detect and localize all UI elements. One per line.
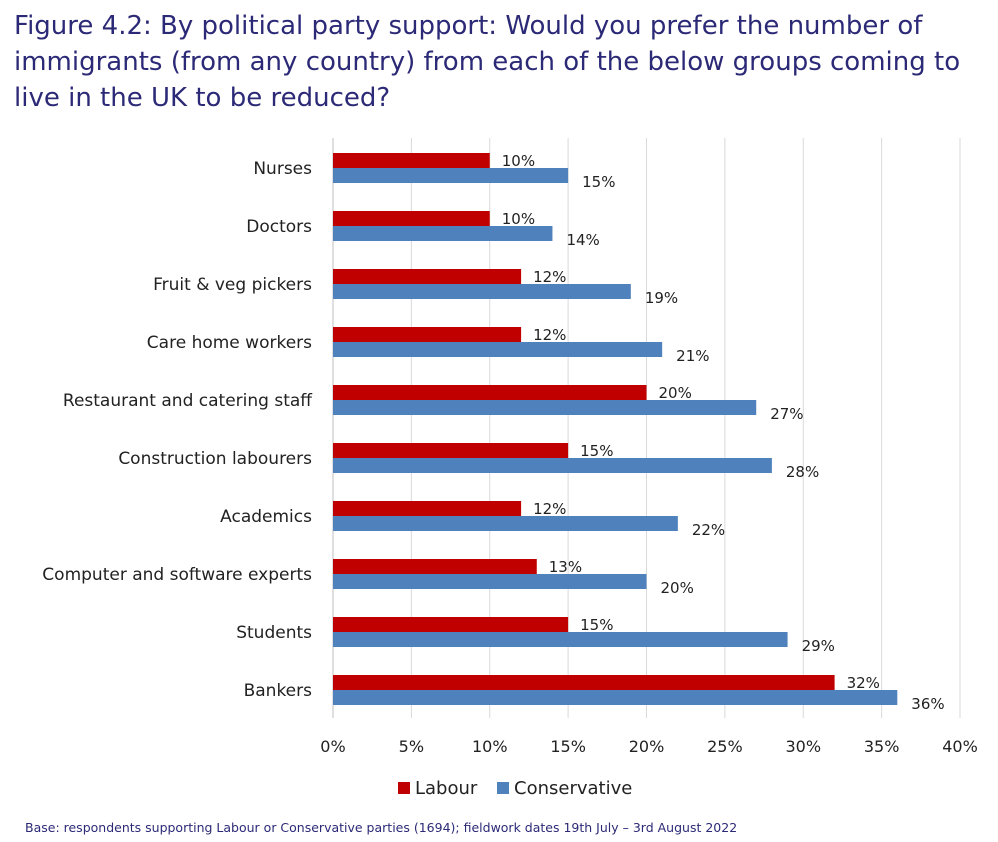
bar-labour <box>333 675 835 690</box>
category-label: Doctors <box>246 217 312 237</box>
x-tick-label: 30% <box>785 737 821 756</box>
x-tick-label: 25% <box>707 737 743 756</box>
bar-conservative <box>333 458 772 473</box>
data-label: 12% <box>533 326 566 344</box>
bar-conservative <box>333 516 678 531</box>
base-note: Base: respondents supporting Labour or C… <box>25 820 738 835</box>
bar-labour <box>333 501 522 516</box>
data-label: 32% <box>847 674 880 692</box>
data-label: 36% <box>911 695 944 713</box>
data-label: 10% <box>502 152 535 170</box>
x-tick-label: 15% <box>550 737 586 756</box>
legend-swatch-labour <box>398 782 410 794</box>
x-axis-tick-labels: 0% 5% 10% 15% 20% 25% 30% 35% 40% <box>320 737 977 756</box>
data-label: 14% <box>566 231 599 249</box>
legend: Labour Conservative <box>398 778 632 799</box>
data-label: 12% <box>533 268 566 286</box>
bar-conservative <box>333 284 631 299</box>
data-label: 15% <box>580 616 613 634</box>
bar-labour <box>333 327 522 342</box>
data-label: 20% <box>659 384 692 402</box>
data-label: 21% <box>676 347 709 365</box>
category-label: Bankers <box>244 681 313 701</box>
category-label: Academics <box>220 507 312 527</box>
x-tick-label: 10% <box>472 737 508 756</box>
data-label: 13% <box>549 558 582 576</box>
bar-labour <box>333 443 569 458</box>
data-label: 15% <box>582 173 615 191</box>
category-label: Students <box>236 623 312 643</box>
category-labels: Nurses Doctors Fruit & veg pickers Care hom… <box>42 159 313 701</box>
bars: 10% 15% 10% 14% 12% 19% 12% 21% 20% 27% 15% 28% 12% 2… <box>333 152 945 713</box>
bar-labour <box>333 559 537 574</box>
category-label: Care home workers <box>147 333 312 353</box>
data-label: 19% <box>645 289 678 307</box>
x-tick-label: 5% <box>399 737 424 756</box>
data-label: 29% <box>802 637 835 655</box>
data-label: 12% <box>533 500 566 518</box>
legend-label-conservative: Conservative <box>514 778 632 799</box>
category-label: Computer and software experts <box>42 565 312 585</box>
data-label: 10% <box>502 210 535 228</box>
data-label: 28% <box>786 463 819 481</box>
bar-labour <box>333 617 569 632</box>
x-tick-label: 40% <box>942 737 978 756</box>
legend-swatch-conservative <box>497 782 509 794</box>
category-label: Restaurant and catering staff <box>63 391 313 411</box>
bar-conservative <box>333 574 647 589</box>
data-label: 27% <box>770 405 803 423</box>
x-tick-label: 35% <box>864 737 900 756</box>
bar-labour <box>333 153 490 168</box>
chart-title: Figure 4.2: By political party support: … <box>14 11 961 113</box>
bar-conservative <box>333 690 898 705</box>
legend-label-labour: Labour <box>415 778 478 799</box>
x-tick-label: 0% <box>320 737 345 756</box>
bar-conservative <box>333 632 788 647</box>
bar-conservative <box>333 226 553 241</box>
data-label: 15% <box>580 442 613 460</box>
category-label: Fruit & veg pickers <box>153 275 312 295</box>
category-label: Construction labourers <box>118 449 312 469</box>
bar-conservative <box>333 400 757 415</box>
data-label: 22% <box>692 521 725 539</box>
bar-labour <box>333 211 490 226</box>
data-label: 20% <box>661 579 694 597</box>
x-tick-label: 20% <box>629 737 665 756</box>
bar-labour <box>333 385 647 400</box>
bar-labour <box>333 269 522 284</box>
category-label: Nurses <box>253 159 312 179</box>
bar-conservative <box>333 168 569 183</box>
bar-conservative <box>333 342 663 357</box>
